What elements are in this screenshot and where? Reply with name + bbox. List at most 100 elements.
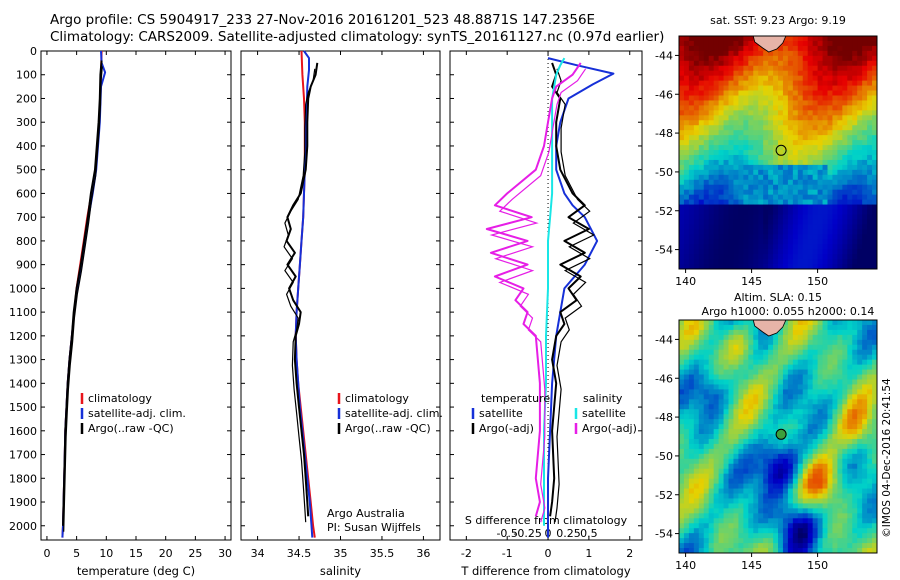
sst_map-cell — [753, 120, 759, 126]
sst_map-cell — [753, 80, 759, 87]
sst_map-cell — [862, 100, 868, 107]
ssh_map-cell — [679, 324, 685, 331]
ssh_map-cell — [768, 364, 774, 371]
ssh_map-cell — [832, 438, 838, 445]
sst_map-cell — [728, 244, 735, 250]
sst_map-cell — [768, 85, 774, 92]
ssh_map-cell — [867, 533, 873, 539]
ssh_map-cell — [872, 488, 877, 495]
sst_map-cell — [763, 204, 769, 211]
sst_map-cell — [832, 100, 838, 107]
ssh_map-cell — [743, 523, 749, 529]
ssh_map-cell — [862, 409, 868, 415]
ssh_map-cell — [812, 493, 819, 500]
ssh_map-cell — [807, 458, 814, 465]
ssh_map-cell — [753, 369, 759, 376]
ssh_map-cell — [782, 344, 789, 351]
ssh_map-cell — [842, 329, 848, 336]
sst_map-cell — [698, 36, 705, 42]
ssh_map-cell — [698, 334, 705, 341]
sst_map-cell — [802, 40, 809, 47]
ssh_map-cell — [872, 359, 877, 366]
sst_map-cell — [773, 209, 779, 216]
ssh_map-cell — [773, 429, 779, 435]
ssh_map-cell — [782, 503, 789, 509]
ssh_map-cell — [807, 468, 814, 475]
ssh_map-cell — [862, 538, 868, 544]
sst_map-cell — [703, 55, 710, 62]
sst_map-cell — [693, 55, 700, 62]
ssh_map-cell — [763, 434, 769, 440]
ssh_map-cell — [708, 409, 715, 415]
ssh_map-cell — [758, 414, 764, 420]
ssh_map-cell — [743, 379, 749, 386]
ssh_map-cell — [842, 453, 848, 460]
sst_map-cell — [837, 264, 843, 269]
sst_map-cell — [862, 219, 868, 225]
ssh_map-cell — [703, 523, 710, 529]
sst_map-cell — [847, 75, 853, 82]
sst_map-cell — [867, 95, 873, 102]
sst_map-cell — [768, 80, 774, 87]
ssh_map-cell — [812, 409, 819, 415]
sst_map-cell — [872, 80, 877, 87]
ssh_map-cell — [773, 404, 779, 410]
sst_map-cell — [753, 264, 759, 269]
sst_map-cell — [782, 174, 789, 181]
sst_map-cell — [797, 164, 804, 171]
sst_map-cell — [852, 85, 858, 92]
ssh_map-cell — [857, 374, 863, 381]
ssh_map-cell — [688, 488, 695, 495]
sst_map-cell — [728, 90, 735, 97]
ssh_map-cell — [847, 329, 853, 336]
sst_map-cell — [773, 179, 779, 186]
ssh_map-cell — [822, 419, 829, 425]
sst_map-cell — [728, 50, 735, 57]
ssh_map-cell — [832, 349, 838, 356]
sst_map-cell — [693, 254, 700, 260]
ssh_map-cell — [679, 473, 685, 480]
ssh_map-cell — [782, 424, 789, 430]
sst_map-cell — [733, 140, 739, 146]
ssh_map-cell — [693, 443, 700, 450]
sst_map-cell — [768, 219, 774, 225]
ssh_map-cell — [822, 528, 829, 534]
ssh_map-cell — [758, 419, 764, 425]
sst_map-cell — [718, 154, 725, 161]
ssh_map-cell — [857, 443, 863, 450]
ssh_map-cell — [753, 389, 759, 395]
sst_map-cell — [728, 55, 735, 62]
sst_map-cell — [738, 154, 744, 161]
ssh_map-cell — [683, 359, 690, 366]
ssh_map-cell — [743, 448, 749, 455]
ssh_map-cell — [773, 548, 779, 553]
sst_map-cell — [683, 60, 690, 67]
sst_map-cell — [857, 234, 863, 240]
sst_map-cell — [693, 145, 700, 151]
ssh_map-cell — [768, 548, 774, 553]
ssh_map-cell — [872, 389, 877, 395]
ssh_map-cell — [693, 523, 700, 529]
ssh_map-cell — [872, 339, 877, 346]
sst_map-cell — [862, 85, 868, 92]
ssh_map-cell — [802, 538, 809, 544]
sst_map-cell — [743, 229, 749, 235]
ssh_map-cell — [683, 364, 690, 371]
ssh_map-cell — [847, 488, 853, 495]
sst_map-cell — [842, 234, 848, 240]
salinity-legend-label: Argo(..raw -QC) — [345, 422, 431, 435]
sst_map-cell — [763, 234, 769, 240]
ssh_map-cell — [728, 404, 735, 410]
ssh_map-cell — [817, 473, 824, 480]
sst_map-cell — [817, 219, 824, 225]
ssh_map-cell — [743, 404, 749, 410]
sst_map-cell — [763, 105, 769, 111]
sst_map-cell — [738, 234, 744, 240]
ssh_map-cell — [768, 518, 774, 524]
ssh_map-cell — [787, 324, 794, 331]
ssh_map-cell — [832, 414, 838, 420]
ssh_map-cell — [703, 359, 710, 366]
sst_map-cell — [832, 189, 838, 196]
depth-tick-label: 2000 — [9, 520, 37, 533]
sst_map-cell — [832, 130, 838, 136]
